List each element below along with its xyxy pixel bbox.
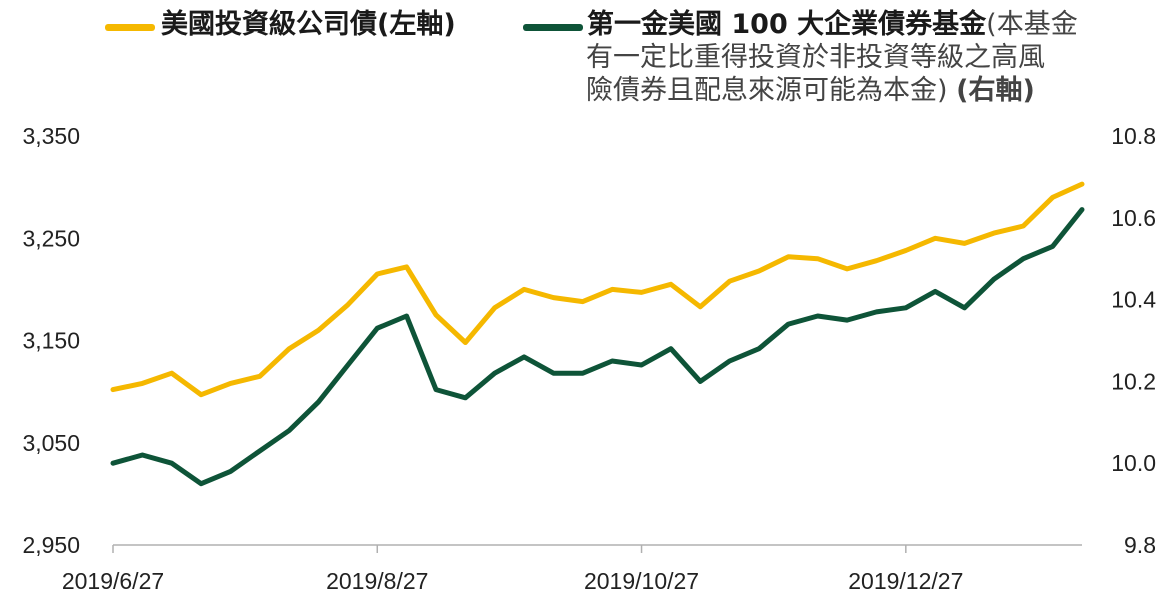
legend-text-series2: 第一金美國 100 大企業債券基金(本基金 有一定比重得投資於非投資等級之高風 … bbox=[586, 8, 1135, 107]
legend-note-c: 險債券且配息來源可能為本金) (右軸) bbox=[586, 74, 1135, 107]
y-right-tick-label: 10.0 bbox=[1111, 450, 1156, 476]
y-left-tick-label: 2,950 bbox=[22, 532, 80, 558]
y-right-tick-label: 9.8 bbox=[1124, 532, 1156, 558]
x-tick-label: 2019/6/27 bbox=[62, 568, 164, 594]
legend-axis-note: (右軸) bbox=[956, 75, 1035, 106]
y-left-tick-label: 3,150 bbox=[22, 328, 80, 354]
x-tick-label: 2019/12/27 bbox=[848, 568, 963, 594]
y-right-tick-label: 10.6 bbox=[1111, 205, 1156, 231]
x-tick-label: 2019/8/27 bbox=[326, 568, 428, 594]
legend-swatch-series1 bbox=[105, 24, 155, 31]
legend-note-a: (本基金 bbox=[986, 9, 1078, 40]
axes bbox=[112, 544, 1082, 553]
legend-note-c-text: 險債券且配息來源可能為本金) bbox=[586, 75, 948, 106]
series-layer bbox=[110, 181, 1085, 487]
y-left-tick-label: 3,350 bbox=[22, 123, 80, 149]
series-line-2 bbox=[110, 207, 1085, 487]
y-right-tick-label: 10.2 bbox=[1111, 368, 1156, 394]
y-left-tick-label: 3,250 bbox=[22, 225, 80, 251]
series-line-1 bbox=[110, 181, 1085, 398]
y-right-tick-label: 10.4 bbox=[1111, 287, 1156, 313]
legend-note-b: 有一定比重得投資於非投資等級之高風 bbox=[586, 42, 1045, 73]
legend-label-series2: 第一金美國 100 大企業債券基金 bbox=[587, 9, 987, 40]
legend-swatch-series2 bbox=[523, 24, 583, 31]
y-right-tick-label: 10.8 bbox=[1111, 123, 1156, 149]
x-tick-label: 2019/10/27 bbox=[584, 568, 699, 594]
tick-labels: 2019/6/27 2019/8/27 2019/10/27 2019/12/27 3,… bbox=[22, 123, 1156, 594]
legend-label-series1: 美國投資級公司債(左軸) bbox=[161, 9, 456, 40]
y-left-tick-label: 3,050 bbox=[22, 430, 80, 456]
